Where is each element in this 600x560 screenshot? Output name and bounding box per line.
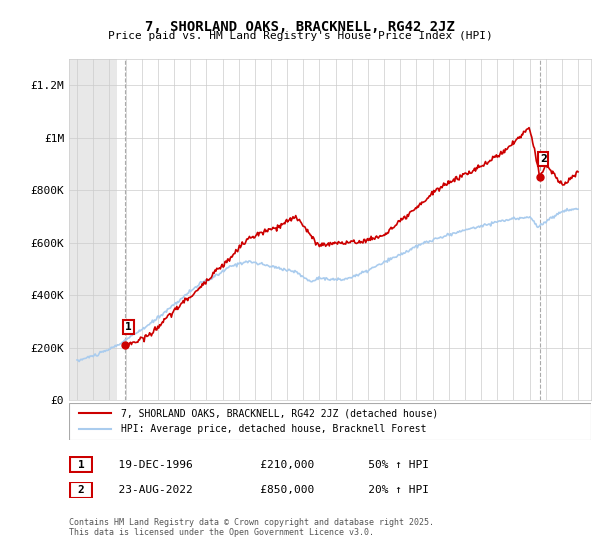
Text: Contains HM Land Registry data © Crown copyright and database right 2025.
This d: Contains HM Land Registry data © Crown c… <box>69 518 434 538</box>
Text: HPI: Average price, detached house, Bracknell Forest: HPI: Average price, detached house, Brac… <box>121 424 427 435</box>
FancyBboxPatch shape <box>69 403 591 440</box>
Text: Price paid vs. HM Land Registry's House Price Index (HPI): Price paid vs. HM Land Registry's House … <box>107 31 493 41</box>
FancyBboxPatch shape <box>70 457 92 473</box>
Text: 1: 1 <box>125 322 131 332</box>
Text: 23-AUG-2022          £850,000        20% ↑ HPI: 23-AUG-2022 £850,000 20% ↑ HPI <box>105 485 429 495</box>
Text: 7, SHORLAND OAKS, BRACKNELL, RG42 2JZ: 7, SHORLAND OAKS, BRACKNELL, RG42 2JZ <box>145 20 455 34</box>
Text: 19-DEC-1996          £210,000        50% ↑ HPI: 19-DEC-1996 £210,000 50% ↑ HPI <box>105 460 429 470</box>
Text: 2: 2 <box>540 153 547 164</box>
Text: 2: 2 <box>77 485 85 495</box>
Text: 1: 1 <box>77 460 85 470</box>
Text: 7, SHORLAND OAKS, BRACKNELL, RG42 2JZ (detached house): 7, SHORLAND OAKS, BRACKNELL, RG42 2JZ (d… <box>121 408 439 418</box>
FancyBboxPatch shape <box>70 482 92 497</box>
Bar <box>69 59 118 400</box>
